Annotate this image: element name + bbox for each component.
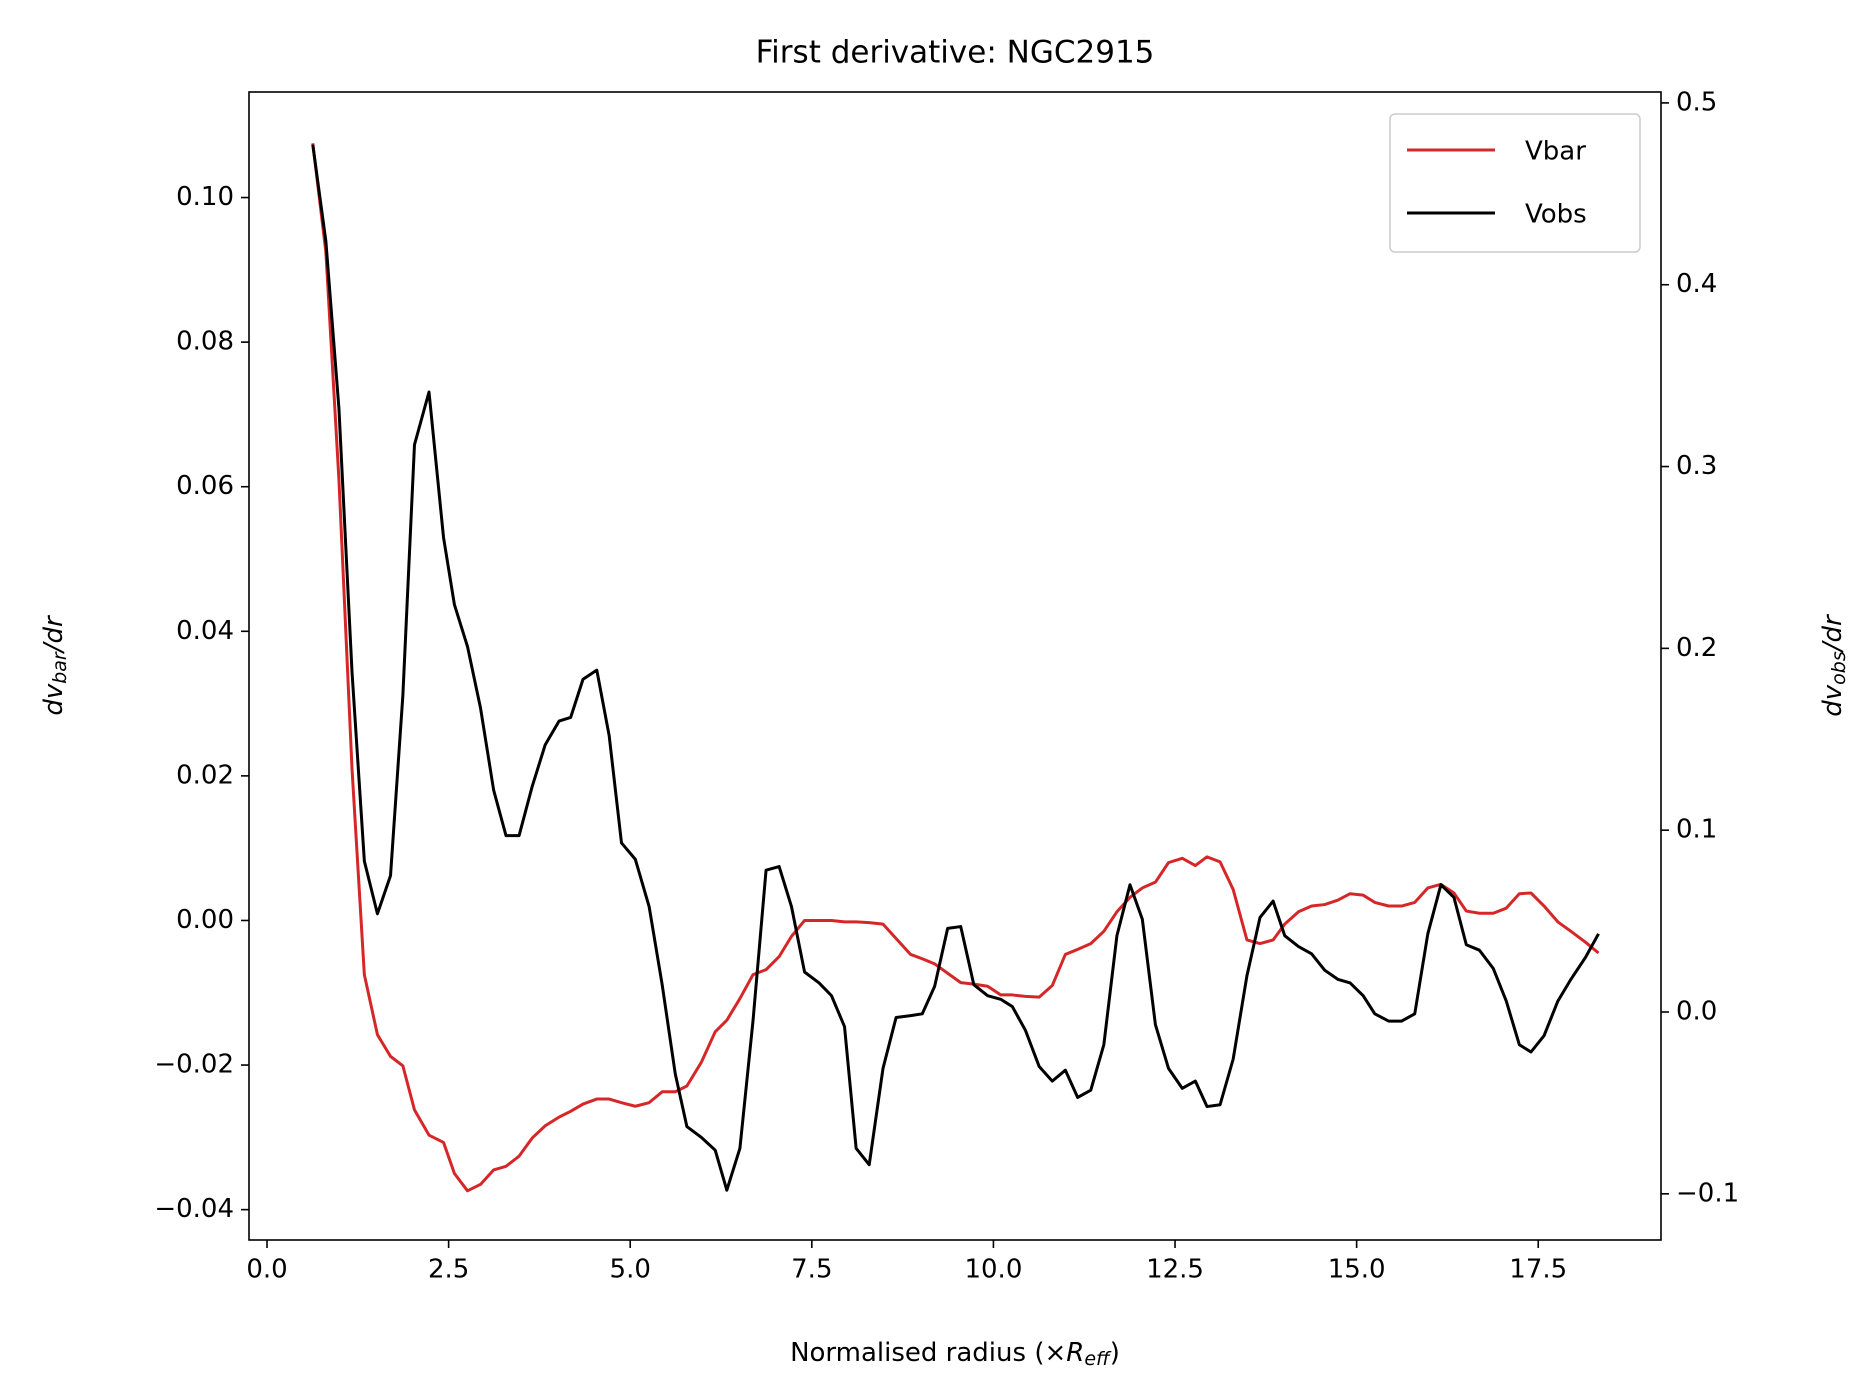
x-label-part: eff xyxy=(1084,1348,1112,1370)
data-line xyxy=(311,143,1600,1193)
y-label-part: dv xyxy=(39,683,69,716)
y2-tick-label: 0.2 xyxy=(1676,633,1717,663)
x-tick-label: 2.5 xyxy=(428,1255,469,1285)
y-label-part: /dr xyxy=(39,614,69,654)
y2-tick-label: −0.1 xyxy=(1676,1178,1739,1208)
y-label-part: bar xyxy=(49,651,71,684)
legend-label: Vbar xyxy=(1525,137,1586,167)
y2-axis-label: dvobs/dr xyxy=(1818,613,1850,717)
y-tick-label: −0.04 xyxy=(154,1194,234,1224)
legend-box xyxy=(1389,113,1641,253)
y-tick-label: −0.02 xyxy=(154,1050,234,1080)
x-tick-label: 10.0 xyxy=(964,1255,1022,1285)
y2-tick-label: 0.4 xyxy=(1676,269,1717,299)
y2-tick-label: 0.3 xyxy=(1676,451,1717,481)
y-axis-label: dvbar/dr xyxy=(39,614,71,716)
y2-label-part: /dr xyxy=(1818,613,1848,653)
y2-label-part: dv xyxy=(1818,684,1848,717)
x-tick-label: 7.5 xyxy=(791,1255,832,1285)
x-tick-label: 15.0 xyxy=(1328,1255,1386,1285)
y2-label-part: obs xyxy=(1828,651,1850,685)
legend-label: Vobs xyxy=(1525,200,1587,230)
legend: Vbar Vobs xyxy=(1389,113,1641,253)
y-tick-label: 0.08 xyxy=(176,327,234,357)
y2-tick-label: 0.5 xyxy=(1676,87,1717,117)
x-tick-label: 5.0 xyxy=(610,1255,651,1285)
chart-title: First derivative: NGC2915 xyxy=(756,35,1155,71)
x-tick-label: 17.5 xyxy=(1509,1255,1567,1285)
y-tick-label: 0.02 xyxy=(176,760,234,790)
x-label-part: Normalised radius (× xyxy=(790,1338,1066,1368)
y2-tick-label: 0.1 xyxy=(1676,815,1717,845)
y-tick-label: 0.00 xyxy=(176,905,234,935)
x-label-part: R xyxy=(1066,1338,1084,1368)
x-label-part: ) xyxy=(1110,1338,1120,1368)
x-tick-label: 12.5 xyxy=(1146,1255,1204,1285)
y-tick-label: 0.10 xyxy=(176,182,234,212)
y-tick-label: 0.06 xyxy=(176,471,234,501)
x-tick-label: 0.0 xyxy=(246,1255,287,1285)
plot-frame xyxy=(248,91,1662,1241)
y2-tick-label: 0.0 xyxy=(1676,997,1717,1027)
data-line xyxy=(311,144,1600,1192)
x-axis-label: Normalised radius (×Reff) xyxy=(790,1338,1120,1370)
y-tick-label: 0.04 xyxy=(176,616,234,646)
